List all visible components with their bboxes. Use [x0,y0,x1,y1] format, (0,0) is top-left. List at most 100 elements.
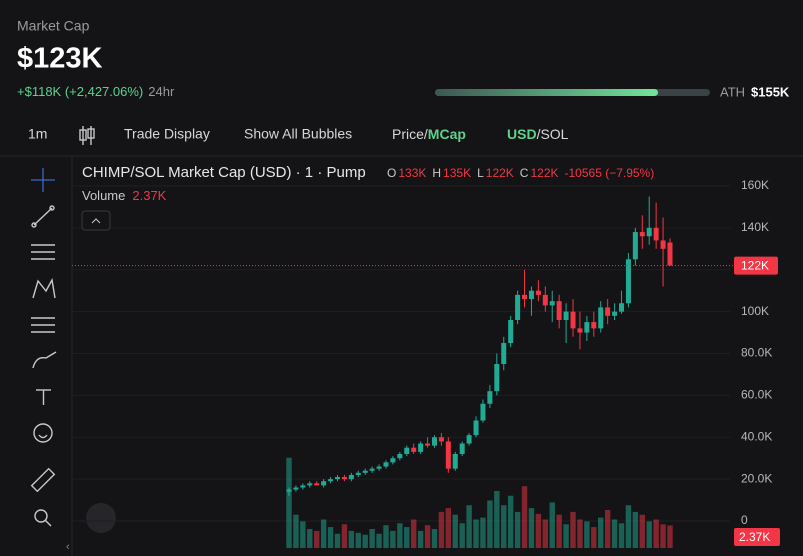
emoji-tool[interactable] [33,423,53,443]
candle-body [321,481,327,486]
change: +$118K (+2,427.06%) [17,84,143,99]
candle-body [452,454,458,469]
candle-body [431,437,437,446]
candle-body [625,259,631,304]
zoom-tool[interactable] [34,509,52,527]
price-mcap[interactable]: Price/MCap [392,126,466,142]
o-label: O [387,166,396,180]
candle-body [307,483,313,486]
price-label: 122K [741,259,769,273]
tv-logo[interactable] [86,503,116,533]
volume-bar [424,525,431,548]
trade-display[interactable]: Trade Display [124,126,210,142]
y-tick-label: 20.0K [741,471,772,485]
volume-bar [487,500,493,548]
drawing-tools: ‹ [30,168,116,553]
ruler-tool[interactable] [30,467,56,493]
candle-body [584,322,590,333]
candle-body [639,232,645,237]
volume-bar [307,529,313,548]
volume-bar [632,511,639,548]
volume-bar [410,519,417,548]
candle-body [549,301,555,306]
candle-body [404,447,410,454]
bubbles[interactable]: Show All Bubbles [244,126,352,142]
volume-bar [591,527,597,548]
lines-tool[interactable] [31,244,55,260]
market-cap-label: Market Cap [17,18,90,34]
y-tick-label: 80.0K [741,346,772,360]
candle-icon[interactable] [79,126,95,145]
volume-bar [397,523,403,548]
candle-body [459,443,465,454]
volume-bar [667,525,673,548]
candle-body [591,322,597,329]
volume-bar [501,505,507,548]
volume-title: Volume [82,188,125,203]
change-value: -10565 (−7.95%) [565,166,655,180]
crosshair-tool[interactable] [31,168,55,192]
ath-progress [435,89,658,96]
candle-body [653,227,659,241]
volume-bar [542,519,549,548]
price-label-box [734,256,778,275]
candle-body [376,466,382,469]
candle-body [348,474,354,480]
y-tick-label: 60.0K [741,388,772,402]
volume-bar [660,524,666,548]
candle-body [570,311,576,329]
h-value: 135K [443,166,471,180]
candle-body [480,403,486,421]
volume-bar [376,533,382,548]
price: Price/ [392,126,428,142]
volume-bar [334,533,341,548]
volume-bar [348,530,355,548]
volume-label: 2.37K [739,530,770,544]
candle-body [314,483,320,486]
volume-bar [514,511,521,548]
volume-bar [466,505,472,548]
candle-body [542,294,548,306]
candle-body [619,303,625,312]
ath-value: $155K [751,84,790,99]
volume-bar [438,511,445,548]
line-tool[interactable] [31,205,55,228]
volume-bar [604,510,611,548]
candle-body [556,301,562,320]
text-tool[interactable] [36,389,51,405]
volume-bar [535,513,542,548]
volume-bar [473,519,479,548]
volume-bar [320,519,327,548]
pattern-tool[interactable] [32,277,56,299]
volume-bar [577,519,583,548]
volume-bar [507,495,514,548]
y-tick-label: 100K [741,304,769,318]
candle-body [328,479,334,482]
candle-body [473,420,479,436]
fib-tool[interactable] [31,317,55,333]
volume-bar [341,524,348,548]
volume-bar [549,502,555,548]
volume-bar [639,514,645,548]
volume-bar [404,527,410,548]
candle-body [501,343,507,364]
volume-bar [618,523,625,548]
volume-bar [611,519,618,548]
collapse-button[interactable] [81,210,111,231]
volume-bar [584,521,590,548]
volume-bar [286,457,292,548]
candle-body [563,311,569,320]
volume-bar [598,517,604,548]
candle-body [605,307,611,316]
candle-body [508,320,514,344]
brush-tool[interactable] [32,351,57,369]
interval[interactable]: 1m [28,126,47,142]
usd-sol[interactable]: USD/SOL [507,126,569,142]
candle-body [293,487,299,490]
sol: /SOL [537,126,569,142]
candle-body [632,232,638,260]
volume-value: 2.37K [132,188,166,203]
volume-legend: Volume 2.37K [82,188,167,203]
collapse-arrow[interactable]: ‹ [66,541,70,553]
